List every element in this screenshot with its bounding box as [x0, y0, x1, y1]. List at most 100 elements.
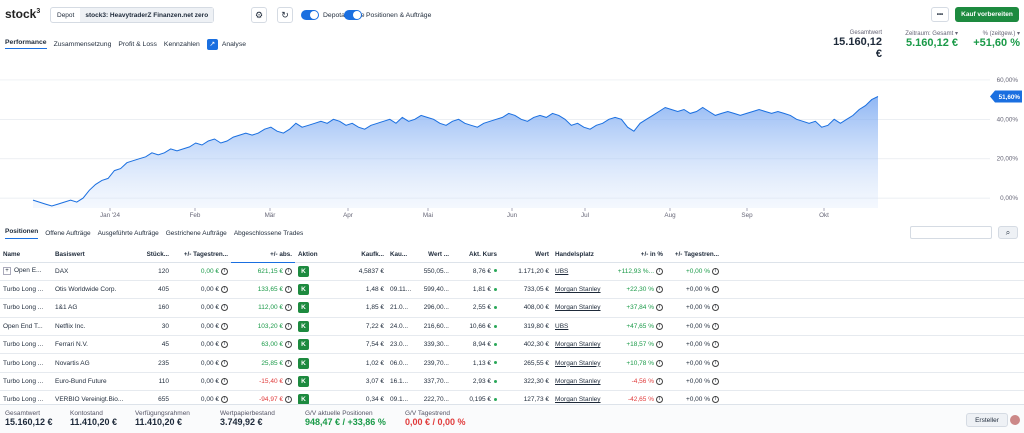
toggle-switch[interactable] [344, 10, 362, 20]
exchange-link[interactable]: UBS [555, 267, 569, 275]
buy-action-button[interactable]: K [298, 265, 309, 277]
exchange-link[interactable]: UBS [555, 322, 569, 330]
gain-abs: 103,20 € [257, 322, 283, 330]
y-tick-label: 60,00% [997, 77, 1019, 84]
stat-zeitraum[interactable]: Zeitraum: Gesamt ▾ 5.160,12 € [905, 31, 958, 49]
info-icon: i [656, 341, 663, 349]
gain-pct: +22,30 % [626, 286, 654, 294]
live-dot-icon [494, 343, 497, 347]
buy-action-button[interactable]: K [298, 394, 309, 406]
table-row[interactable]: Turbo Long ... Ferrari N.V. 45 0,00 € i 63,00… [0, 335, 1024, 355]
exchange-link[interactable]: Morgan Stanley [555, 286, 601, 294]
search-input[interactable] [910, 226, 992, 239]
info-icon: i [712, 359, 719, 367]
stat-percent[interactable]: % (zeitgew.) ▾ +51,60 % [973, 31, 1020, 49]
column-header[interactable]: Akt. Kurs [452, 247, 500, 263]
column-header[interactable]: Handelsplatz [552, 247, 614, 263]
column-header[interactable]: Kau... [387, 247, 417, 263]
buy-action-button[interactable]: K [298, 320, 309, 332]
table-row[interactable]: + Open E... DAX 120 0,00 € i 621,15 € i K 4,5837 … [0, 262, 1024, 281]
footer-stat: G/V Tagestrend 0,00 € / 0,00 % [405, 410, 466, 427]
current-price: 10,66 € [469, 322, 491, 330]
last-value-label: 51,60% [999, 94, 1021, 101]
table-row[interactable]: Turbo Long ... Euro-Bund Future 110 0,00 € i… [0, 372, 1024, 392]
avatar[interactable] [1010, 413, 1022, 427]
table-row[interactable]: Turbo Long ... 1&1 AG 160 0,00 € i 112,00 € i K… [0, 298, 1024, 318]
exchange-link[interactable]: Morgan Stanley [555, 341, 601, 349]
search-button[interactable]: ⌕ [998, 226, 1018, 239]
column-header[interactable]: Stück... [134, 247, 172, 263]
ersteller-button[interactable]: Ersteller [966, 413, 1008, 427]
column-header[interactable]: +/- Tagestren... [666, 247, 722, 263]
info-icon: i [712, 377, 719, 385]
column-header[interactable]: +/- in % [614, 247, 666, 263]
depotanalyse-toggle[interactable]: Depotanalyse [301, 10, 365, 20]
x-tick-label: Jan '24 [100, 212, 121, 219]
more-icon: ••• [936, 11, 944, 18]
column-header[interactable]: Kaufk... [345, 247, 387, 263]
tab-analyse[interactable]: ↗ Analyse [206, 38, 253, 50]
current-price: 8,76 € [472, 267, 491, 275]
column-header[interactable]: Wert [500, 247, 552, 263]
refresh-button[interactable]: ↻ [277, 7, 293, 23]
gain-abs: 112,00 € [258, 304, 283, 312]
buy-action-button[interactable]: K [298, 339, 309, 351]
gain-abs: 621,15 € [257, 267, 283, 275]
buy-action-button[interactable]: K [298, 376, 309, 388]
purchase-price: 4,5837 € [358, 267, 384, 275]
exchange-link[interactable]: Morgan Stanley [555, 304, 601, 312]
tab-gestrichene-auftraege[interactable]: Gestrichene Aufträge [165, 230, 227, 237]
expand-icon[interactable]: + [3, 267, 11, 276]
tab-kennzahlen[interactable]: Kennzahlen [163, 40, 200, 48]
info-icon: i [285, 396, 292, 404]
table-row[interactable]: Turbo Long ... Otis Worldwide Corp. 405 0,0… [0, 280, 1024, 300]
tab-ausgefuehrte-auftraege[interactable]: Ausgeführte Aufträge [97, 230, 159, 237]
quantity: 45 [161, 341, 169, 349]
current-price: 1,13 € [472, 359, 491, 367]
column-header[interactable]: +/- abs. [231, 247, 295, 263]
tab-positionen[interactable]: Positionen [5, 228, 39, 239]
gain-pct: -42,65 % [627, 396, 654, 404]
buy-button[interactable]: Kauf vorbereiten [955, 7, 1019, 22]
tab-profit-loss[interactable]: Profit & Loss [118, 40, 157, 48]
performance-chart[interactable]: 60,00% 40,00% 20,00% 0,00% Jan '24 Feb Mär Apr… [0, 68, 1024, 223]
toggle-switch[interactable] [301, 10, 319, 20]
more-button[interactable]: ••• [931, 7, 949, 22]
quantity: 160 [158, 304, 169, 312]
table-row[interactable]: Open End T... Netflix Inc. 30 0,00 € i 103,20… [0, 317, 1024, 337]
depot-selector[interactable]: Depot stock3: HeavytraderZ Finanzen.net … [50, 7, 215, 23]
value: 733,05 € [523, 286, 549, 294]
column-header[interactable]: +/- Tagestren... [172, 247, 231, 263]
underlying: Novartis AG [55, 359, 90, 367]
tab-offene-auftraege[interactable]: Offene Aufträge [45, 230, 91, 237]
buy-action-button[interactable]: K [298, 357, 309, 369]
tab-abgeschlossene-trades[interactable]: Abgeschlossene Trades [233, 230, 304, 237]
exchange-link[interactable]: Morgan Stanley [555, 396, 601, 404]
buy-action-button[interactable]: K [298, 284, 309, 296]
gain-abs: -15,40 € [259, 378, 283, 386]
settings-button[interactable]: ⚙ [251, 7, 267, 23]
column-header[interactable]: Aktion [295, 247, 345, 263]
chart-area [33, 96, 878, 208]
exchange-link[interactable]: Morgan Stanley [555, 378, 601, 386]
footer-stat: G/V aktuelle Positionen 948,47 € / +33,86… [305, 410, 386, 427]
x-tick-label: Okt [819, 212, 829, 219]
column-header[interactable]: Wert ... [417, 247, 452, 263]
info-icon: i [221, 359, 228, 367]
positionen-toggle[interactable]: Positionen & Aufträge [344, 10, 431, 20]
daily-trend-pct: +0,00 % [685, 267, 710, 275]
gain-pct: -4,56 % [631, 378, 654, 386]
buy-action-button[interactable]: K [298, 302, 309, 314]
value: 319,80 € [523, 322, 549, 330]
logo[interactable]: stock3 [5, 7, 41, 21]
table-row[interactable]: Turbo Long ... Novartis AG 235 0,00 € i 25,85… [0, 353, 1024, 373]
underlying: DAX [55, 267, 69, 275]
purchase-date: 24.0... [390, 322, 409, 330]
daily-trend-pct: +0,00 % [685, 396, 710, 404]
main-tabs: Performance Zusammensetzung Profit & Los… [5, 38, 260, 50]
column-header[interactable]: Name [0, 247, 52, 263]
tab-zusammensetzung[interactable]: Zusammensetzung [53, 40, 112, 48]
column-header[interactable]: Basiswert [52, 247, 134, 263]
tab-performance[interactable]: Performance [5, 39, 47, 49]
exchange-link[interactable]: Morgan Stanley [555, 359, 601, 367]
